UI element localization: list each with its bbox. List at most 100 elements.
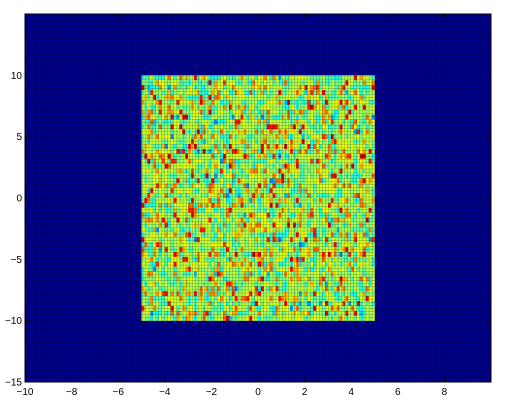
heatmap-cell: [316, 80, 320, 86]
heatmap-cell: [275, 310, 279, 317]
heatmap-cell: [170, 163, 174, 169]
heatmap-cell: [161, 227, 166, 233]
heatmap-cell: [327, 286, 332, 292]
heatmap-cell: [324, 119, 329, 125]
heatmap-cell: [266, 232, 270, 238]
heatmap-cell: [287, 310, 291, 317]
heatmap-cell: [362, 99, 367, 106]
heatmap-cell: [336, 261, 340, 267]
heatmap-cell: [359, 158, 364, 164]
heatmap-cell: [339, 144, 343, 150]
heatmap-cell: [179, 256, 183, 263]
heatmap-cell: [182, 266, 186, 272]
heatmap-cell: [164, 75, 169, 81]
heatmap-cell: [150, 271, 154, 277]
heatmap-cell: [295, 276, 300, 282]
heatmap-cell: [362, 232, 367, 238]
heatmap-cell: [260, 212, 265, 218]
heatmap-cell: [164, 281, 169, 287]
heatmap-cell: [188, 178, 192, 184]
heatmap-cell: [354, 237, 358, 243]
heatmap-cell: [260, 104, 265, 110]
heatmap-cell: [228, 144, 233, 150]
heatmap-cell: [336, 129, 340, 135]
heatmap-cell: [348, 261, 352, 267]
heatmap-cell: [357, 291, 361, 297]
heatmap-cell: [307, 212, 311, 218]
heatmap-cell: [225, 193, 230, 199]
heatmap-cell: [255, 153, 259, 160]
heatmap-cell: [281, 183, 285, 189]
heatmap-cell: [225, 315, 230, 321]
heatmap-cell: [164, 168, 169, 174]
heatmap-cell: [278, 202, 282, 209]
heatmap-cell: [173, 124, 177, 130]
heatmap-cell: [205, 193, 209, 199]
heatmap-cell: [313, 271, 317, 277]
heatmap-cell: [199, 217, 203, 223]
heatmap-cell: [298, 202, 302, 209]
heatmap-cell: [211, 305, 215, 312]
heatmap-cell: [304, 212, 308, 218]
heatmap-cell: [237, 90, 241, 96]
heatmap-cell: [339, 291, 343, 297]
heatmap-cell: [351, 242, 355, 248]
heatmap-cell: [357, 119, 361, 125]
heatmap-cell: [362, 104, 367, 110]
heatmap-cell: [225, 261, 230, 267]
heatmap-cell: [298, 124, 302, 130]
heatmap-cell: [211, 207, 215, 214]
heatmap-cell: [240, 119, 244, 125]
heatmap-cell: [252, 207, 256, 214]
heatmap-cell: [205, 124, 209, 130]
heatmap-cell: [333, 129, 337, 135]
heatmap-cell: [246, 261, 250, 267]
heatmap-cell: [193, 104, 198, 110]
heatmap-cell: [202, 80, 206, 86]
heatmap-cell: [246, 168, 250, 174]
heatmap-cell: [188, 85, 192, 91]
heatmap-cell: [272, 173, 276, 179]
heatmap-cell: [164, 247, 169, 253]
heatmap-cell: [354, 158, 358, 164]
heatmap-cell: [327, 202, 332, 209]
heatmap-cell: [199, 301, 203, 307]
heatmap-cell: [196, 193, 201, 199]
heatmap-cell: [217, 94, 221, 101]
heatmap-cell: [141, 310, 145, 317]
heatmap-cell: [234, 178, 238, 184]
heatmap-cell: [223, 75, 227, 81]
heatmap-cell: [263, 104, 268, 110]
heatmap-cell: [287, 114, 291, 120]
heatmap-cell: [281, 144, 285, 150]
heatmap-cell: [362, 183, 367, 189]
heatmap-cell: [284, 276, 288, 282]
heatmap-cell: [298, 153, 302, 160]
heatmap-cell: [202, 202, 206, 209]
heatmap-cell: [278, 291, 282, 297]
heatmap-cell: [272, 148, 276, 155]
heatmap-cell: [158, 242, 163, 248]
heatmap-cell: [249, 217, 253, 223]
heatmap-cell: [292, 237, 297, 243]
heatmap-cell: [182, 75, 186, 81]
heatmap-cell: [173, 168, 177, 174]
heatmap-cell: [237, 168, 241, 174]
heatmap-cell: [228, 80, 233, 86]
heatmap-cell: [327, 183, 332, 189]
heatmap-cell: [290, 193, 294, 199]
heatmap-cell: [176, 315, 180, 321]
heatmap-cell: [153, 173, 157, 179]
heatmap-cell: [342, 271, 346, 277]
heatmap-cell: [342, 75, 346, 81]
heatmap-cell: [316, 124, 320, 130]
heatmap-cell: [290, 202, 294, 209]
heatmap-cell: [176, 99, 180, 106]
heatmap-cell: [182, 119, 186, 125]
heatmap-cell: [278, 114, 282, 120]
heatmap-cell: [193, 315, 198, 321]
heatmap-cell: [225, 148, 230, 155]
heatmap-cell: [260, 271, 265, 277]
heatmap-cell: [199, 310, 203, 317]
heatmap-cell: [327, 237, 332, 243]
